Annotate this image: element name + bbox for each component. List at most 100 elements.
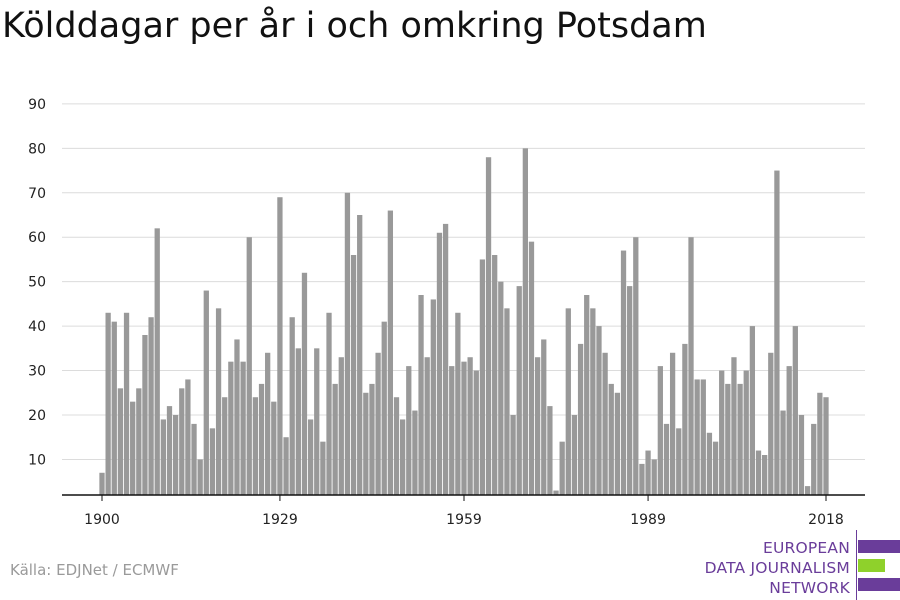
bar bbox=[252, 397, 259, 495]
bar bbox=[811, 423, 817, 495]
bar bbox=[596, 326, 602, 495]
bar bbox=[541, 339, 547, 495]
bar bbox=[350, 255, 357, 495]
bar bbox=[651, 459, 657, 495]
bar bbox=[534, 357, 541, 495]
y-tick-label: 50 bbox=[28, 275, 46, 291]
y-tick-label: 70 bbox=[28, 186, 46, 202]
bar bbox=[326, 312, 332, 495]
bar bbox=[99, 472, 105, 495]
bar bbox=[657, 366, 663, 495]
bar bbox=[142, 335, 148, 495]
bar bbox=[663, 423, 670, 495]
bar bbox=[700, 379, 706, 495]
bar bbox=[823, 397, 829, 495]
bar bbox=[504, 308, 510, 495]
bar bbox=[111, 321, 117, 495]
logo-divider bbox=[856, 530, 857, 600]
bar bbox=[676, 428, 682, 495]
bar bbox=[424, 357, 430, 495]
bar bbox=[614, 392, 621, 495]
bar bbox=[786, 366, 792, 495]
logo-bar-green bbox=[858, 559, 885, 572]
x-tick-label: 1959 bbox=[446, 512, 482, 528]
bar bbox=[320, 441, 326, 495]
bar bbox=[105, 312, 111, 495]
bar bbox=[737, 383, 743, 495]
x-tick-label: 1929 bbox=[262, 512, 298, 528]
bar bbox=[301, 272, 308, 495]
bar bbox=[117, 388, 124, 495]
bar bbox=[479, 259, 486, 495]
bar bbox=[455, 312, 461, 495]
bar bbox=[191, 423, 197, 495]
bar bbox=[363, 392, 369, 495]
bar bbox=[498, 281, 504, 495]
bar bbox=[442, 223, 449, 495]
bar bbox=[166, 406, 173, 495]
bar bbox=[553, 490, 559, 495]
bar bbox=[688, 237, 694, 495]
bar bbox=[209, 428, 216, 495]
bar bbox=[222, 397, 228, 495]
edjnet-logo: EUROPEAN DATA JOURNALISM NETWORK bbox=[700, 530, 900, 600]
chart-title: Kölddagar per år i och omkring Potsdam bbox=[2, 6, 707, 46]
y-tick-label: 40 bbox=[28, 319, 46, 335]
bar bbox=[749, 326, 756, 495]
y-tick-label: 90 bbox=[28, 97, 46, 113]
bar bbox=[258, 383, 265, 495]
bar bbox=[203, 290, 209, 495]
bar bbox=[485, 157, 492, 495]
bar bbox=[314, 348, 320, 495]
bar bbox=[215, 308, 222, 495]
bar bbox=[755, 450, 762, 495]
bar bbox=[706, 432, 713, 495]
bar bbox=[307, 419, 314, 495]
y-tick-label: 60 bbox=[28, 230, 46, 246]
bar bbox=[473, 370, 479, 495]
logo-text-line3: NETWORK bbox=[769, 579, 850, 597]
y-tick-label: 30 bbox=[28, 364, 46, 380]
bar bbox=[344, 192, 351, 495]
bar bbox=[283, 437, 289, 495]
bar bbox=[669, 352, 676, 495]
bar bbox=[436, 232, 443, 495]
bar bbox=[547, 406, 553, 495]
bar bbox=[817, 392, 823, 495]
bar bbox=[559, 441, 565, 495]
bar bbox=[627, 286, 633, 495]
bar bbox=[719, 370, 725, 495]
bar bbox=[185, 379, 191, 495]
bar bbox=[154, 228, 160, 496]
bar bbox=[516, 286, 522, 495]
y-tick-label: 10 bbox=[28, 452, 46, 468]
x-tick-label: 1989 bbox=[630, 512, 666, 528]
bar bbox=[246, 237, 252, 495]
bar bbox=[577, 343, 584, 495]
x-axis-labels: 1900 1929 1959 1989 2018 bbox=[84, 512, 844, 528]
bar bbox=[725, 383, 731, 495]
bar bbox=[522, 148, 528, 496]
bar bbox=[590, 308, 596, 495]
bar bbox=[492, 255, 498, 495]
bar bbox=[449, 366, 455, 495]
bar bbox=[768, 352, 774, 495]
bar bbox=[528, 241, 535, 495]
bar bbox=[228, 361, 234, 495]
x-tick-label: 2018 bbox=[808, 512, 844, 528]
bar bbox=[792, 326, 798, 495]
bar bbox=[639, 463, 645, 495]
y-tick-label: 20 bbox=[28, 408, 46, 424]
bar bbox=[375, 352, 381, 495]
bar bbox=[123, 312, 130, 495]
bar bbox=[694, 379, 700, 495]
bar bbox=[179, 388, 185, 495]
bar bbox=[633, 237, 639, 495]
bar bbox=[430, 299, 436, 495]
bar bbox=[369, 383, 375, 495]
bar bbox=[645, 450, 651, 495]
bars bbox=[99, 148, 829, 496]
bar bbox=[197, 459, 203, 495]
bar bbox=[467, 357, 473, 495]
